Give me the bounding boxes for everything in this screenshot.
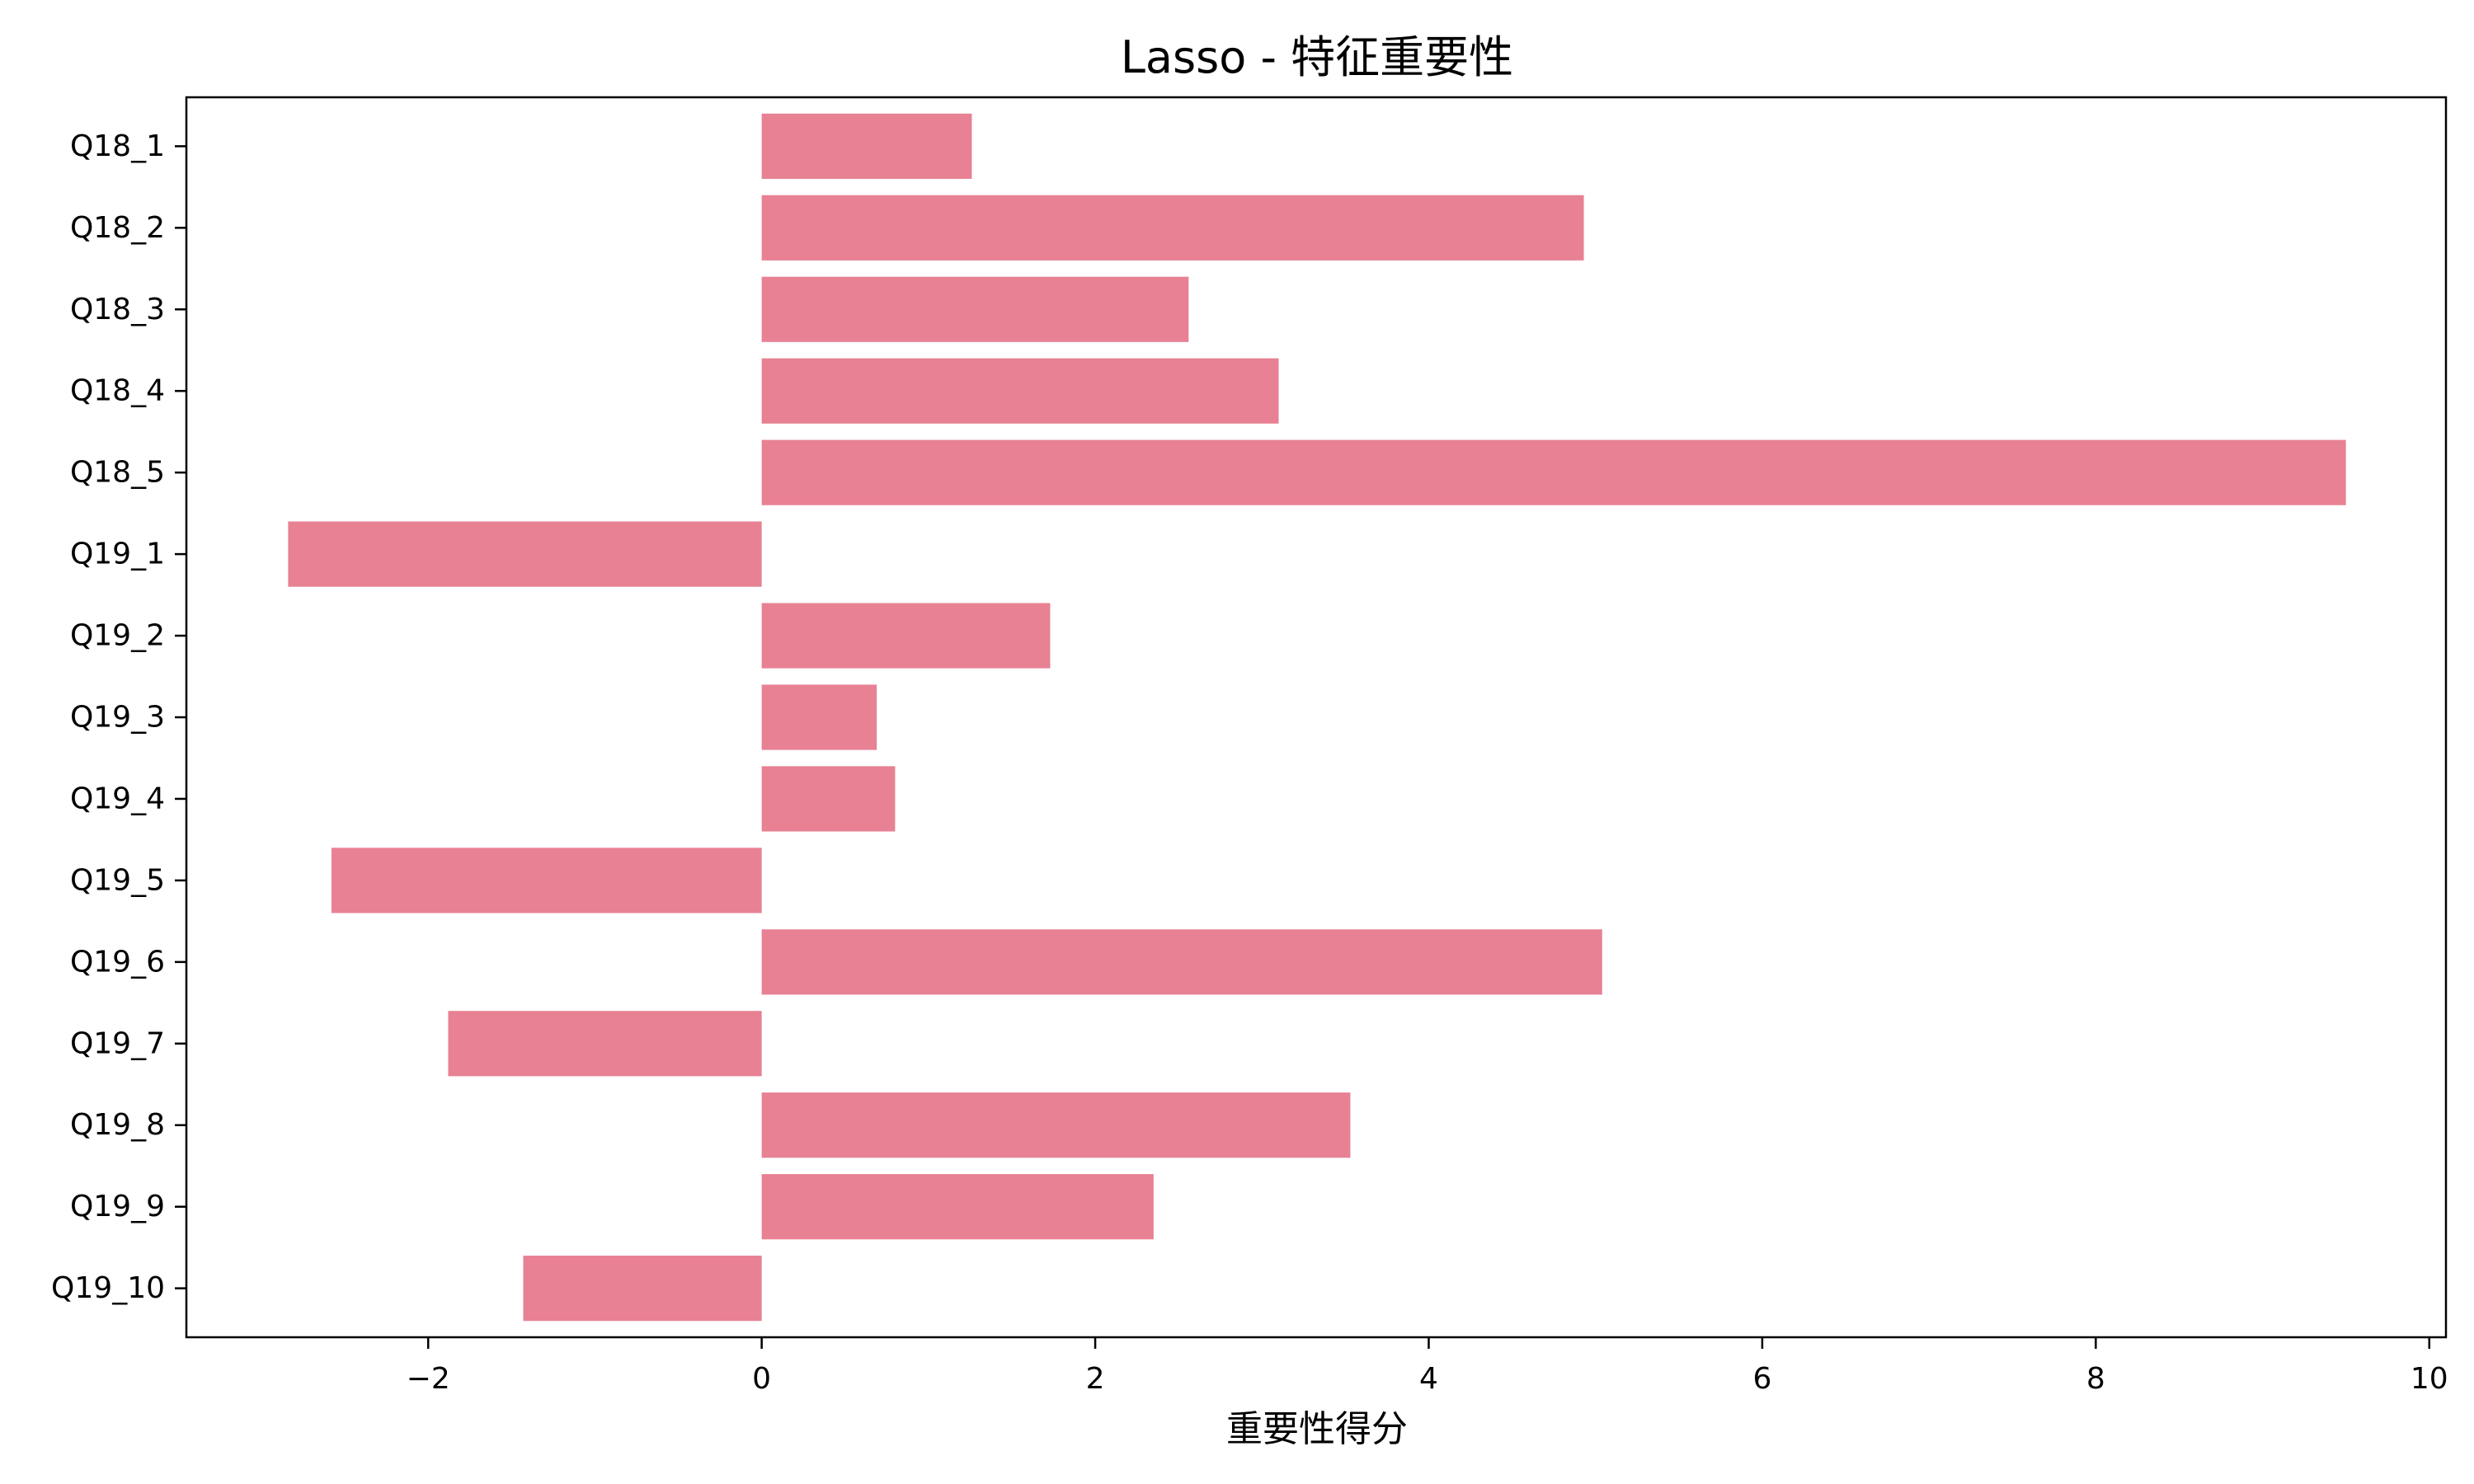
bar-q18-5 — [761, 439, 2346, 505]
bar-q19-4 — [761, 766, 896, 832]
x-tick-label: 10 — [2411, 1362, 2448, 1396]
y-tick-label: Q18_2 — [70, 211, 165, 245]
bar-q19-1 — [288, 521, 762, 587]
y-tick-label: Q19_4 — [70, 782, 165, 815]
bar-q19-5 — [331, 848, 762, 913]
x-tick-label: 0 — [752, 1362, 771, 1396]
bar-q19-3 — [761, 684, 877, 750]
y-tick-label: Q19_6 — [70, 945, 165, 979]
y-tick-label: Q18_4 — [70, 374, 165, 408]
x-axis-label: 重要性得分 — [1226, 1408, 1408, 1450]
bar-q18-2 — [761, 195, 1584, 261]
bar-q19-10 — [523, 1256, 762, 1322]
bar-q19-6 — [761, 929, 1602, 995]
x-tick-label: 4 — [1419, 1362, 1438, 1396]
bar-q19-9 — [761, 1174, 1154, 1240]
y-tick-label: Q19_2 — [70, 619, 165, 653]
x-tick-label: 6 — [1752, 1362, 1771, 1396]
y-tick-label: Q18_3 — [70, 293, 165, 326]
x-axis: −2 0 2 4 6 8 10 — [407, 1337, 2448, 1396]
chart-title: Lasso - 特征重要性 — [1121, 31, 1513, 83]
y-tick-label: Q19_9 — [70, 1190, 165, 1223]
bar-q19-8 — [761, 1092, 1351, 1158]
x-tick-label: 2 — [1086, 1362, 1105, 1396]
bar-q18-3 — [761, 276, 1189, 342]
x-tick-label: −2 — [407, 1362, 450, 1396]
y-tick-label: Q19_7 — [70, 1026, 165, 1060]
y-tick-label: Q19_3 — [70, 701, 165, 735]
y-tick-label: Q19_1 — [70, 538, 165, 571]
bar-q18-1 — [761, 113, 972, 179]
y-tick-label: Q18_5 — [70, 456, 165, 490]
y-tick-label: Q19_8 — [70, 1108, 165, 1142]
y-tick-label: Q18_1 — [70, 129, 165, 163]
bars-group — [288, 113, 2346, 1322]
y-axis: Q18_1 Q18_2 Q18_3 Q18_4 Q18_5 Q19_1 Q19_2 Q19_3… — [51, 129, 186, 1305]
bar-q19-7 — [448, 1011, 762, 1077]
x-tick-label: 8 — [2086, 1362, 2105, 1396]
bar-q19-2 — [761, 603, 1051, 669]
y-tick-label: Q19_10 — [51, 1271, 165, 1305]
y-tick-label: Q19_5 — [70, 863, 165, 897]
bar-q18-4 — [761, 358, 1279, 424]
